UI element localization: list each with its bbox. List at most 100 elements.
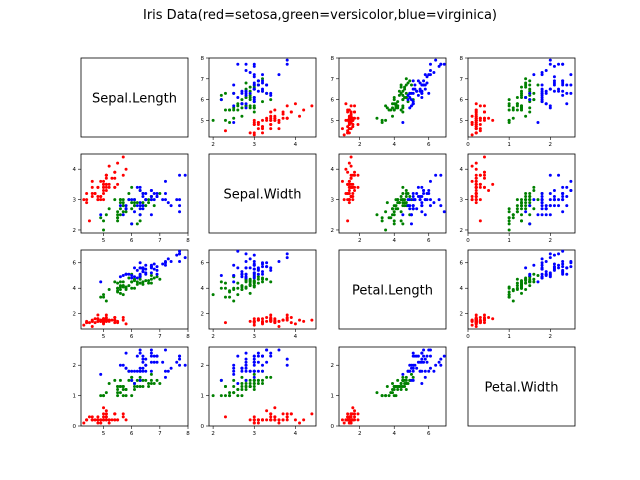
point-virginica bbox=[138, 351, 142, 355]
x-tick-label: 4 bbox=[392, 431, 396, 437]
point-setosa bbox=[273, 317, 277, 321]
point-virginica bbox=[155, 272, 159, 276]
point-setosa bbox=[102, 185, 106, 189]
point-versicolor bbox=[520, 93, 523, 97]
point-virginica bbox=[124, 272, 128, 276]
point-virginica bbox=[144, 363, 148, 367]
point-virginica bbox=[548, 87, 552, 91]
point-versicolor bbox=[384, 118, 388, 122]
point-virginica bbox=[163, 261, 167, 265]
point-virginica bbox=[544, 89, 548, 93]
point-versicolor bbox=[528, 213, 532, 217]
point-setosa bbox=[356, 123, 360, 127]
point-virginica bbox=[552, 75, 556, 79]
point-versicolor bbox=[130, 286, 134, 290]
point-virginica bbox=[548, 252, 552, 256]
x-tick-label: 5 bbox=[102, 431, 106, 437]
point-virginica bbox=[161, 360, 165, 364]
point-versicolor bbox=[397, 93, 401, 97]
point-setosa bbox=[474, 167, 478, 171]
point-virginica bbox=[425, 192, 429, 195]
point-versicolor bbox=[399, 91, 403, 95]
x-tick-label: 1 bbox=[507, 142, 511, 148]
point-setosa bbox=[96, 319, 100, 323]
point-versicolor bbox=[228, 290, 232, 294]
point-setosa bbox=[349, 185, 353, 189]
point-virginica bbox=[240, 102, 244, 106]
point-virginica bbox=[169, 259, 173, 263]
point-versicolor bbox=[392, 210, 396, 214]
point-versicolor bbox=[256, 378, 260, 382]
point-versicolor bbox=[248, 381, 252, 385]
point-virginica bbox=[423, 198, 427, 202]
point-virginica bbox=[232, 372, 236, 376]
point-setosa bbox=[104, 409, 108, 413]
point-versicolor bbox=[515, 102, 519, 106]
point-virginica bbox=[561, 265, 565, 269]
point-virginica bbox=[144, 198, 148, 202]
point-virginica bbox=[548, 204, 552, 208]
point-virginica bbox=[427, 91, 431, 95]
point-versicolor bbox=[248, 385, 252, 388]
point-versicolor bbox=[147, 279, 151, 283]
point-virginica bbox=[428, 354, 432, 358]
point-setosa bbox=[347, 118, 351, 122]
y-tick-label: 7 bbox=[331, 77, 335, 83]
point-virginica bbox=[256, 351, 260, 355]
point-setosa bbox=[87, 321, 91, 325]
x-tick-label: 6 bbox=[427, 431, 431, 437]
point-virginica bbox=[252, 267, 256, 271]
point-setosa bbox=[281, 418, 285, 422]
point-setosa bbox=[281, 116, 285, 120]
point-virginica bbox=[413, 363, 417, 367]
point-setosa bbox=[102, 412, 106, 416]
point-versicolor bbox=[147, 281, 151, 285]
point-setosa bbox=[87, 219, 91, 223]
point-virginica bbox=[133, 210, 136, 214]
point-versicolor bbox=[528, 201, 532, 205]
point-versicolor bbox=[411, 375, 415, 379]
point-setosa bbox=[347, 192, 351, 195]
point-virginica bbox=[423, 73, 427, 77]
point-virginica bbox=[434, 173, 438, 177]
point-setosa bbox=[482, 170, 486, 174]
point-virginica bbox=[524, 210, 528, 214]
point-virginica bbox=[155, 192, 159, 195]
point-versicolor bbox=[256, 281, 260, 285]
point-virginica bbox=[256, 360, 260, 364]
x-tick-label: 2 bbox=[358, 142, 362, 148]
point-setosa bbox=[102, 319, 106, 323]
point-virginica bbox=[408, 363, 412, 367]
point-versicolor bbox=[536, 83, 540, 87]
point-versicolor bbox=[244, 280, 248, 284]
point-virginica bbox=[240, 275, 244, 279]
point-virginica bbox=[152, 360, 156, 364]
point-versicolor bbox=[240, 284, 244, 288]
point-setosa bbox=[104, 317, 108, 321]
point-virginica bbox=[401, 372, 405, 376]
point-versicolor bbox=[528, 106, 532, 110]
point-setosa bbox=[124, 322, 128, 326]
point-versicolor bbox=[116, 286, 120, 290]
point-virginica bbox=[141, 267, 145, 271]
point-setosa bbox=[474, 114, 478, 118]
point-virginica bbox=[420, 96, 424, 99]
point-setosa bbox=[346, 129, 350, 133]
point-versicolor bbox=[524, 201, 528, 205]
x-tick-label: 3 bbox=[253, 142, 257, 148]
point-virginica bbox=[544, 102, 548, 106]
point-versicolor bbox=[507, 120, 511, 124]
point-virginica bbox=[418, 369, 422, 373]
point-virginica bbox=[138, 188, 142, 192]
point-versicolor bbox=[524, 81, 528, 85]
point-virginica bbox=[155, 354, 159, 358]
point-virginica bbox=[163, 369, 167, 373]
point-versicolor bbox=[399, 85, 403, 89]
point-virginica bbox=[149, 369, 153, 373]
point-virginica bbox=[252, 363, 256, 367]
point-setosa bbox=[96, 421, 100, 425]
point-versicolor bbox=[107, 207, 111, 211]
y-tick-label: 6 bbox=[331, 98, 335, 104]
point-setosa bbox=[265, 409, 269, 413]
point-setosa bbox=[104, 182, 108, 186]
